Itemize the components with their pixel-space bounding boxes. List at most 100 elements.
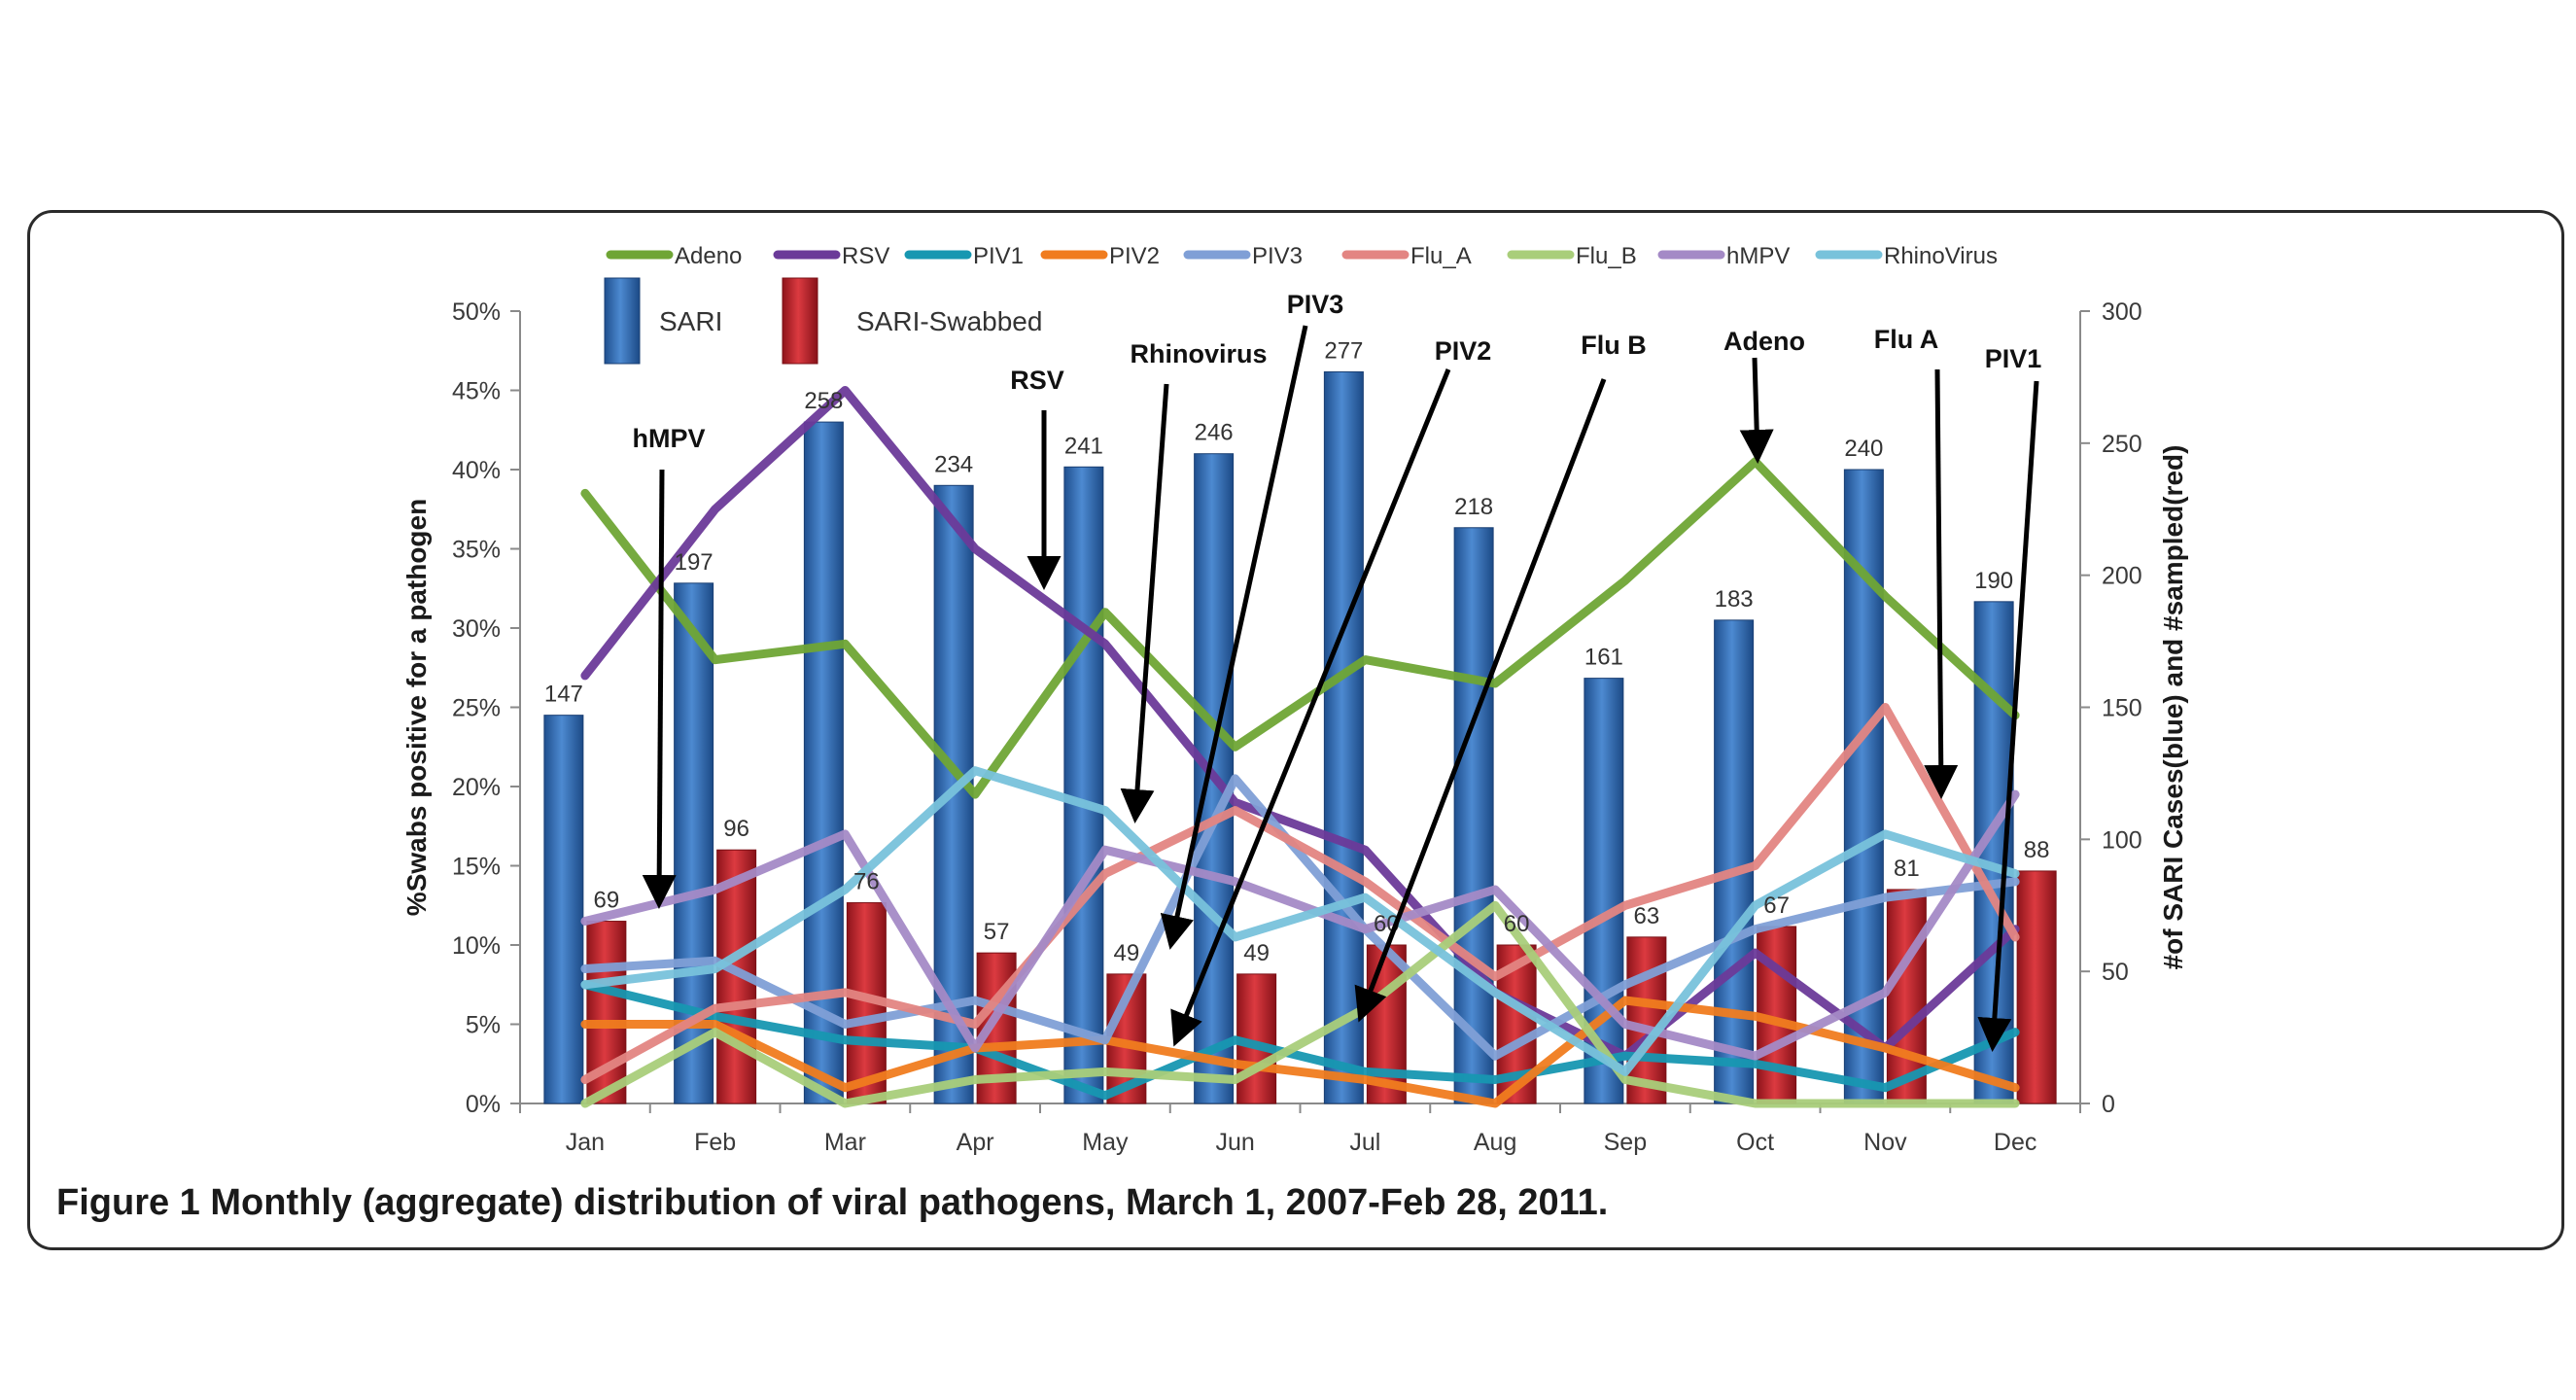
y-right-tick-label: 0 (2102, 1091, 2115, 1118)
annotation-arrow-piv1 (1977, 380, 2039, 1052)
sari-swabbed-value-label: 49 (1243, 940, 1270, 966)
x-tick-label: Feb (694, 1129, 736, 1156)
legend-label-piv1: PIV1 (973, 243, 1024, 269)
annotation-label-flu-a: Flu A (1874, 325, 1939, 354)
legend-label-sari-swabbed: SARI-Swabbed (856, 306, 1042, 336)
sari-swabbed-value-label: 67 (1763, 892, 1790, 919)
sari-value-label: 246 (1195, 420, 1234, 446)
line-hmpv (580, 789, 2020, 1061)
line-piv2 (580, 996, 2020, 1108)
sari-swabbed-value-label: 88 (2024, 837, 2050, 863)
y-right-tick-label: 100 (2102, 826, 2142, 854)
y-left-tick-label: 0% (466, 1091, 501, 1118)
axes: 0% 5% 10% 15% 20% 25% 30% 35% 40% 45% 50% 0 50 100 150… (401, 298, 2188, 1156)
bar-sari (1323, 370, 1364, 1104)
annotation-label-rhinovirus: Rhinovirus (1130, 339, 1267, 368)
x-tick-label: Apr (957, 1129, 994, 1156)
annotation-label-flu-b: Flu B (1581, 331, 1647, 360)
sari-swabbed-value-label: 60 (1504, 911, 1530, 937)
x-tick-label: Jan (566, 1129, 605, 1156)
line-piv3 (580, 774, 2020, 1061)
annotation-arrow-piv2 (1170, 368, 1451, 1047)
bar-sari (1063, 466, 1104, 1104)
bar-sari-swabbed (2016, 870, 2057, 1104)
sari-value-label: 277 (1324, 337, 1363, 364)
annotation-arrow-rhinovirus (1120, 383, 1169, 823)
sari-swabbed-value-label: 49 (1114, 940, 1140, 966)
legend-label-rsv: RSV (842, 243, 889, 269)
sari-value-label: 218 (1454, 494, 1493, 520)
bar-value-labels: 147 197 258 234 241 246 277 218 161 183 240 190 69 96… (544, 337, 2050, 965)
x-tick-label: Aug (1474, 1129, 1516, 1156)
legend-label-adeno: Adeno (675, 243, 742, 269)
y-right-tick-label: 50 (2102, 959, 2129, 986)
line-rhinovirus (580, 766, 2020, 1076)
y-left-tick-label: 50% (452, 298, 501, 326)
annotation-label-adeno: Adeno (1723, 327, 1805, 356)
legend-label-rhinovirus: RhinoVirus (1884, 243, 1998, 269)
sari-value-label: 190 (1974, 568, 2013, 594)
annotation-label-piv1: PIV1 (1985, 344, 2042, 373)
bar-sari (1453, 527, 1494, 1104)
caption-text: Monthly (aggregate) distribution of vira… (210, 1182, 1609, 1223)
legend-swatch-sari (604, 277, 641, 365)
y-left-tick-label: 30% (452, 615, 501, 643)
legend-label-sari: SARI (659, 306, 722, 336)
line-adeno (580, 457, 2020, 799)
sari-value-label: 234 (934, 451, 973, 477)
sari-value-label: 161 (1584, 645, 1623, 671)
series-lines (580, 386, 2020, 1108)
annotation-arrow-hmpv (642, 469, 677, 909)
sari-swabbed-value-label: 63 (1634, 903, 1660, 929)
x-tick-label: Jun (1215, 1129, 1254, 1156)
y-left-tick-label: 35% (452, 537, 501, 564)
x-tick-label: Nov (1863, 1129, 1907, 1156)
legend-label-piv3: PIV3 (1252, 243, 1303, 269)
bar-sari (543, 715, 584, 1104)
sari-swabbed-value-label: 69 (594, 888, 620, 914)
caption-label: Figure 1 (56, 1182, 200, 1223)
sari-value-label: 183 (1715, 586, 1754, 612)
legend-label-flu-a: Flu_A (1410, 243, 1472, 269)
y-left-axis-title: %Swabs positive for a pathogen (401, 499, 432, 916)
x-tick-label: May (1082, 1129, 1129, 1156)
sari-value-label: 241 (1064, 433, 1103, 459)
x-tick-label: Dec (1994, 1129, 2036, 1156)
y-left-tick-label: 10% (452, 932, 501, 960)
bar-sari (803, 421, 844, 1104)
annotation-label-piv3: PIV3 (1287, 290, 1344, 319)
y-left-tick-label: 25% (452, 695, 501, 722)
legend-label-piv2: PIV2 (1109, 243, 1160, 269)
annotation-arrow-flu-b (1354, 378, 1607, 1023)
y-left-tick-label: 20% (452, 774, 501, 801)
sari-value-label: 240 (1844, 436, 1883, 462)
figure-frame (27, 210, 2564, 1250)
line-rsv (580, 386, 2020, 1061)
sari-value-label: 147 (544, 682, 583, 708)
annotation-arrow-adeno (1739, 357, 1774, 464)
sari-swabbed-value-label: 81 (1894, 856, 1920, 882)
sari-value-label: 197 (675, 549, 714, 576)
sari-swabbed-value-label: 76 (853, 869, 880, 895)
x-tick-label: Jul (1349, 1129, 1380, 1156)
legend-label-hmpv: hMPV (1726, 243, 1790, 269)
line-flu-a (580, 703, 2020, 1084)
y-left-tick-label: 45% (452, 378, 501, 405)
sari-swabbed-value-label: 96 (723, 816, 749, 842)
legend-label-flu-b: Flu_B (1576, 243, 1637, 269)
annotation-label-rsv: RSV (1010, 366, 1064, 395)
line-piv1 (580, 980, 2020, 1101)
annotation-arrow-piv3 (1160, 325, 1308, 950)
legend-swatch-sari-swabbed (782, 277, 818, 365)
annotation-label-piv2: PIV2 (1435, 336, 1492, 366)
y-right-axis-title: #of SARI Cases(blue) and #sampled(red) (2158, 445, 2188, 970)
y-right-tick-label: 200 (2102, 563, 2142, 590)
sari-swabbed-value-label: 57 (984, 919, 1010, 945)
x-tick-label: Oct (1736, 1129, 1774, 1156)
bar-sari (1714, 619, 1755, 1104)
y-right-tick-label: 150 (2102, 695, 2142, 722)
bar-sari-swabbed (1626, 936, 1667, 1104)
x-tick-label: Mar (824, 1129, 866, 1156)
annotation-arrow-flu-a (1924, 368, 1959, 799)
y-right-tick-label: 300 (2102, 298, 2142, 326)
